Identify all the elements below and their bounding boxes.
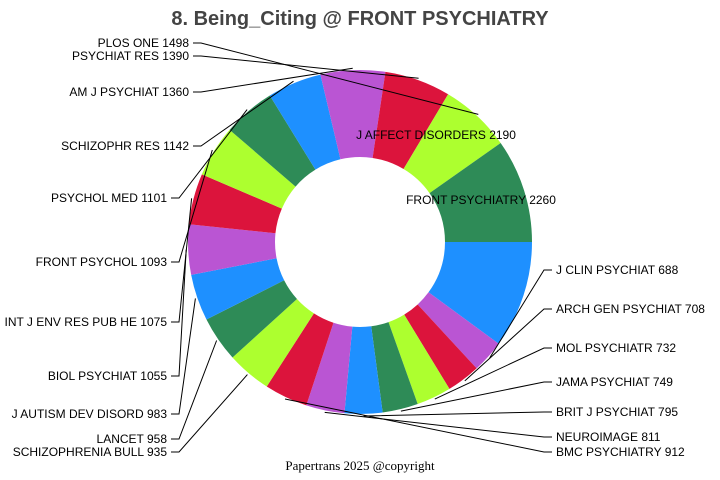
leader-line — [400, 381, 552, 412]
leader-line — [464, 308, 552, 382]
leader-line — [193, 55, 419, 79]
slice-label: MOL PSYCHIATR 732 — [556, 341, 676, 355]
leader-line — [171, 298, 196, 415]
slice-front-psychol — [201, 129, 296, 209]
leader-line — [171, 149, 213, 263]
leader-line — [324, 411, 552, 438]
chart-title: 8. Being_Citing @ FRONT PSYCHIATRY — [171, 8, 549, 30]
slice-j-clin-psychiat — [417, 292, 499, 369]
slice-j-autism-dev-disord — [191, 258, 285, 320]
slice-label: J AUTISM DEV DISORD 983 — [12, 407, 168, 421]
slice-label: PSYCHIAT RES 1390 — [72, 49, 189, 63]
slice-schizophr-res — [269, 74, 341, 170]
slice-label: BMC PSYCHIATRY 912 — [556, 445, 685, 459]
leader-line — [193, 42, 479, 115]
slice-label: JAMA PSYCHIAT 749 — [556, 375, 673, 389]
slice-int-j-env-res-pub-he — [188, 174, 282, 234]
slice-label: PSYCHOL MED 1101 — [51, 191, 167, 205]
slice-label: ARCH GEN PSYCHIAT 708 — [556, 302, 705, 316]
slice-label: NEUROIMAGE 811 — [556, 430, 661, 444]
slice-label: J CLIN PSYCHIAT 688 — [556, 263, 679, 277]
slice-am-j-psychiat — [320, 70, 386, 160]
slice-bmc-psychiatry — [266, 313, 334, 406]
slice-arch-gen-psychiat — [404, 304, 477, 389]
slice-label: INT J ENV RES PUB HE 1075 — [4, 315, 167, 329]
leader-line — [171, 198, 193, 323]
leader-line — [193, 67, 353, 93]
slice-mol-psychiatr — [388, 314, 450, 405]
slice-label: LANCET 958 — [97, 432, 168, 446]
slice-j-affect-disorders — [429, 143, 532, 242]
slice-jama-psychiat — [371, 322, 418, 413]
leader-line — [171, 249, 187, 377]
slice-schizophrenia-bull — [232, 299, 314, 387]
leader-line — [193, 80, 294, 147]
slice-brit-j-psychiat — [344, 326, 383, 415]
slice-label: FRONT PSYCHIATRY 2260 — [406, 193, 556, 207]
footer-copyright: Papertrans 2025 @copyright — [285, 458, 435, 473]
slice-lancet — [206, 280, 297, 358]
slice-psychiat-res — [372, 71, 449, 169]
slice-front-psychiatry — [428, 242, 532, 344]
slice-label: FRONT PSYCHOL 1093 — [36, 255, 168, 269]
slice-neuroimage — [306, 322, 353, 414]
slice-label: BRIT J PSYCHIAT 795 — [556, 405, 678, 419]
slice-plos-one — [403, 94, 501, 194]
slice-label: BIOL PSYCHIAT 1055 — [48, 369, 167, 383]
slice-label: SCHIZOPHR RES 1142 — [61, 139, 189, 153]
leader-line — [171, 109, 248, 199]
leader-line — [284, 398, 552, 453]
leader-line — [363, 411, 552, 417]
leader-line — [489, 269, 552, 359]
leader-line — [171, 340, 218, 440]
slice-group — [188, 70, 532, 415]
leader-line — [171, 374, 248, 453]
slice-label: PLOS ONE 1498 — [98, 36, 190, 50]
slice-label: SCHIZOPHRENIA BULL 935 — [13, 445, 168, 459]
leader-line — [434, 347, 552, 400]
slice-psychol-med — [229, 95, 316, 187]
slice-label: J AFFECT DISORDERS 2190 — [356, 128, 516, 142]
leader-line-group — [171, 42, 552, 453]
slice-label: AM J PSYCHIAT 1360 — [69, 85, 189, 99]
slice-biol-psychiat — [188, 224, 277, 275]
slice-label-group: FRONT PSYCHIATRY 2260 J CLIN PSYCHIAT 688… — [4, 36, 705, 459]
